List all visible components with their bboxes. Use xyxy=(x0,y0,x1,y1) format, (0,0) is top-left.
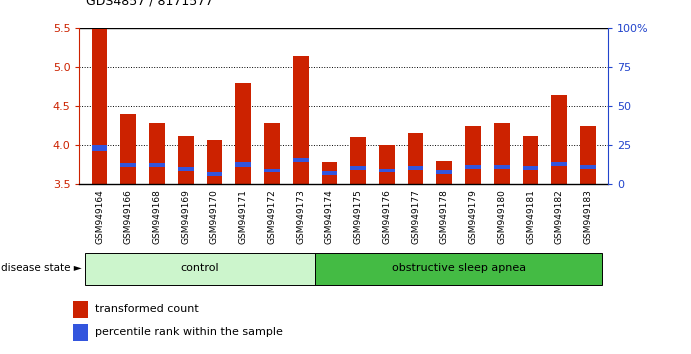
Bar xyxy=(408,133,424,184)
Bar xyxy=(437,161,452,184)
Bar xyxy=(92,145,108,152)
Text: obstructive sleep apnea: obstructive sleep apnea xyxy=(392,263,526,273)
Bar xyxy=(465,126,481,184)
Bar xyxy=(379,145,395,184)
Bar xyxy=(494,123,510,184)
Bar xyxy=(350,137,366,184)
Bar xyxy=(465,165,481,169)
Text: disease state ►: disease state ► xyxy=(1,263,82,273)
Bar xyxy=(178,136,193,184)
Bar xyxy=(494,165,510,169)
Bar xyxy=(580,126,596,184)
FancyBboxPatch shape xyxy=(85,253,315,285)
Bar xyxy=(73,324,88,341)
Bar xyxy=(437,170,452,174)
Bar xyxy=(149,123,165,184)
Bar xyxy=(408,166,424,170)
Bar xyxy=(178,167,193,171)
Bar xyxy=(73,301,88,318)
Bar xyxy=(207,140,223,184)
Text: percentile rank within the sample: percentile rank within the sample xyxy=(95,327,283,337)
Bar xyxy=(120,114,136,184)
Bar xyxy=(236,83,251,184)
Bar xyxy=(321,162,337,184)
Bar xyxy=(120,163,136,167)
Text: GDS4857 / 8171577: GDS4857 / 8171577 xyxy=(86,0,214,7)
Bar xyxy=(264,169,280,172)
Bar xyxy=(551,162,567,166)
Bar xyxy=(350,166,366,170)
Bar xyxy=(379,169,395,172)
Bar xyxy=(149,163,165,167)
Bar xyxy=(207,172,223,176)
Bar xyxy=(264,123,280,184)
Bar xyxy=(293,158,309,162)
Text: control: control xyxy=(181,263,220,273)
Bar xyxy=(551,95,567,184)
Text: transformed count: transformed count xyxy=(95,304,199,314)
Bar xyxy=(92,29,108,184)
Bar xyxy=(580,165,596,169)
Bar xyxy=(321,171,337,175)
Bar xyxy=(293,56,309,184)
FancyBboxPatch shape xyxy=(315,253,603,285)
Bar xyxy=(522,136,538,184)
Bar xyxy=(522,166,538,170)
Bar xyxy=(236,162,251,167)
